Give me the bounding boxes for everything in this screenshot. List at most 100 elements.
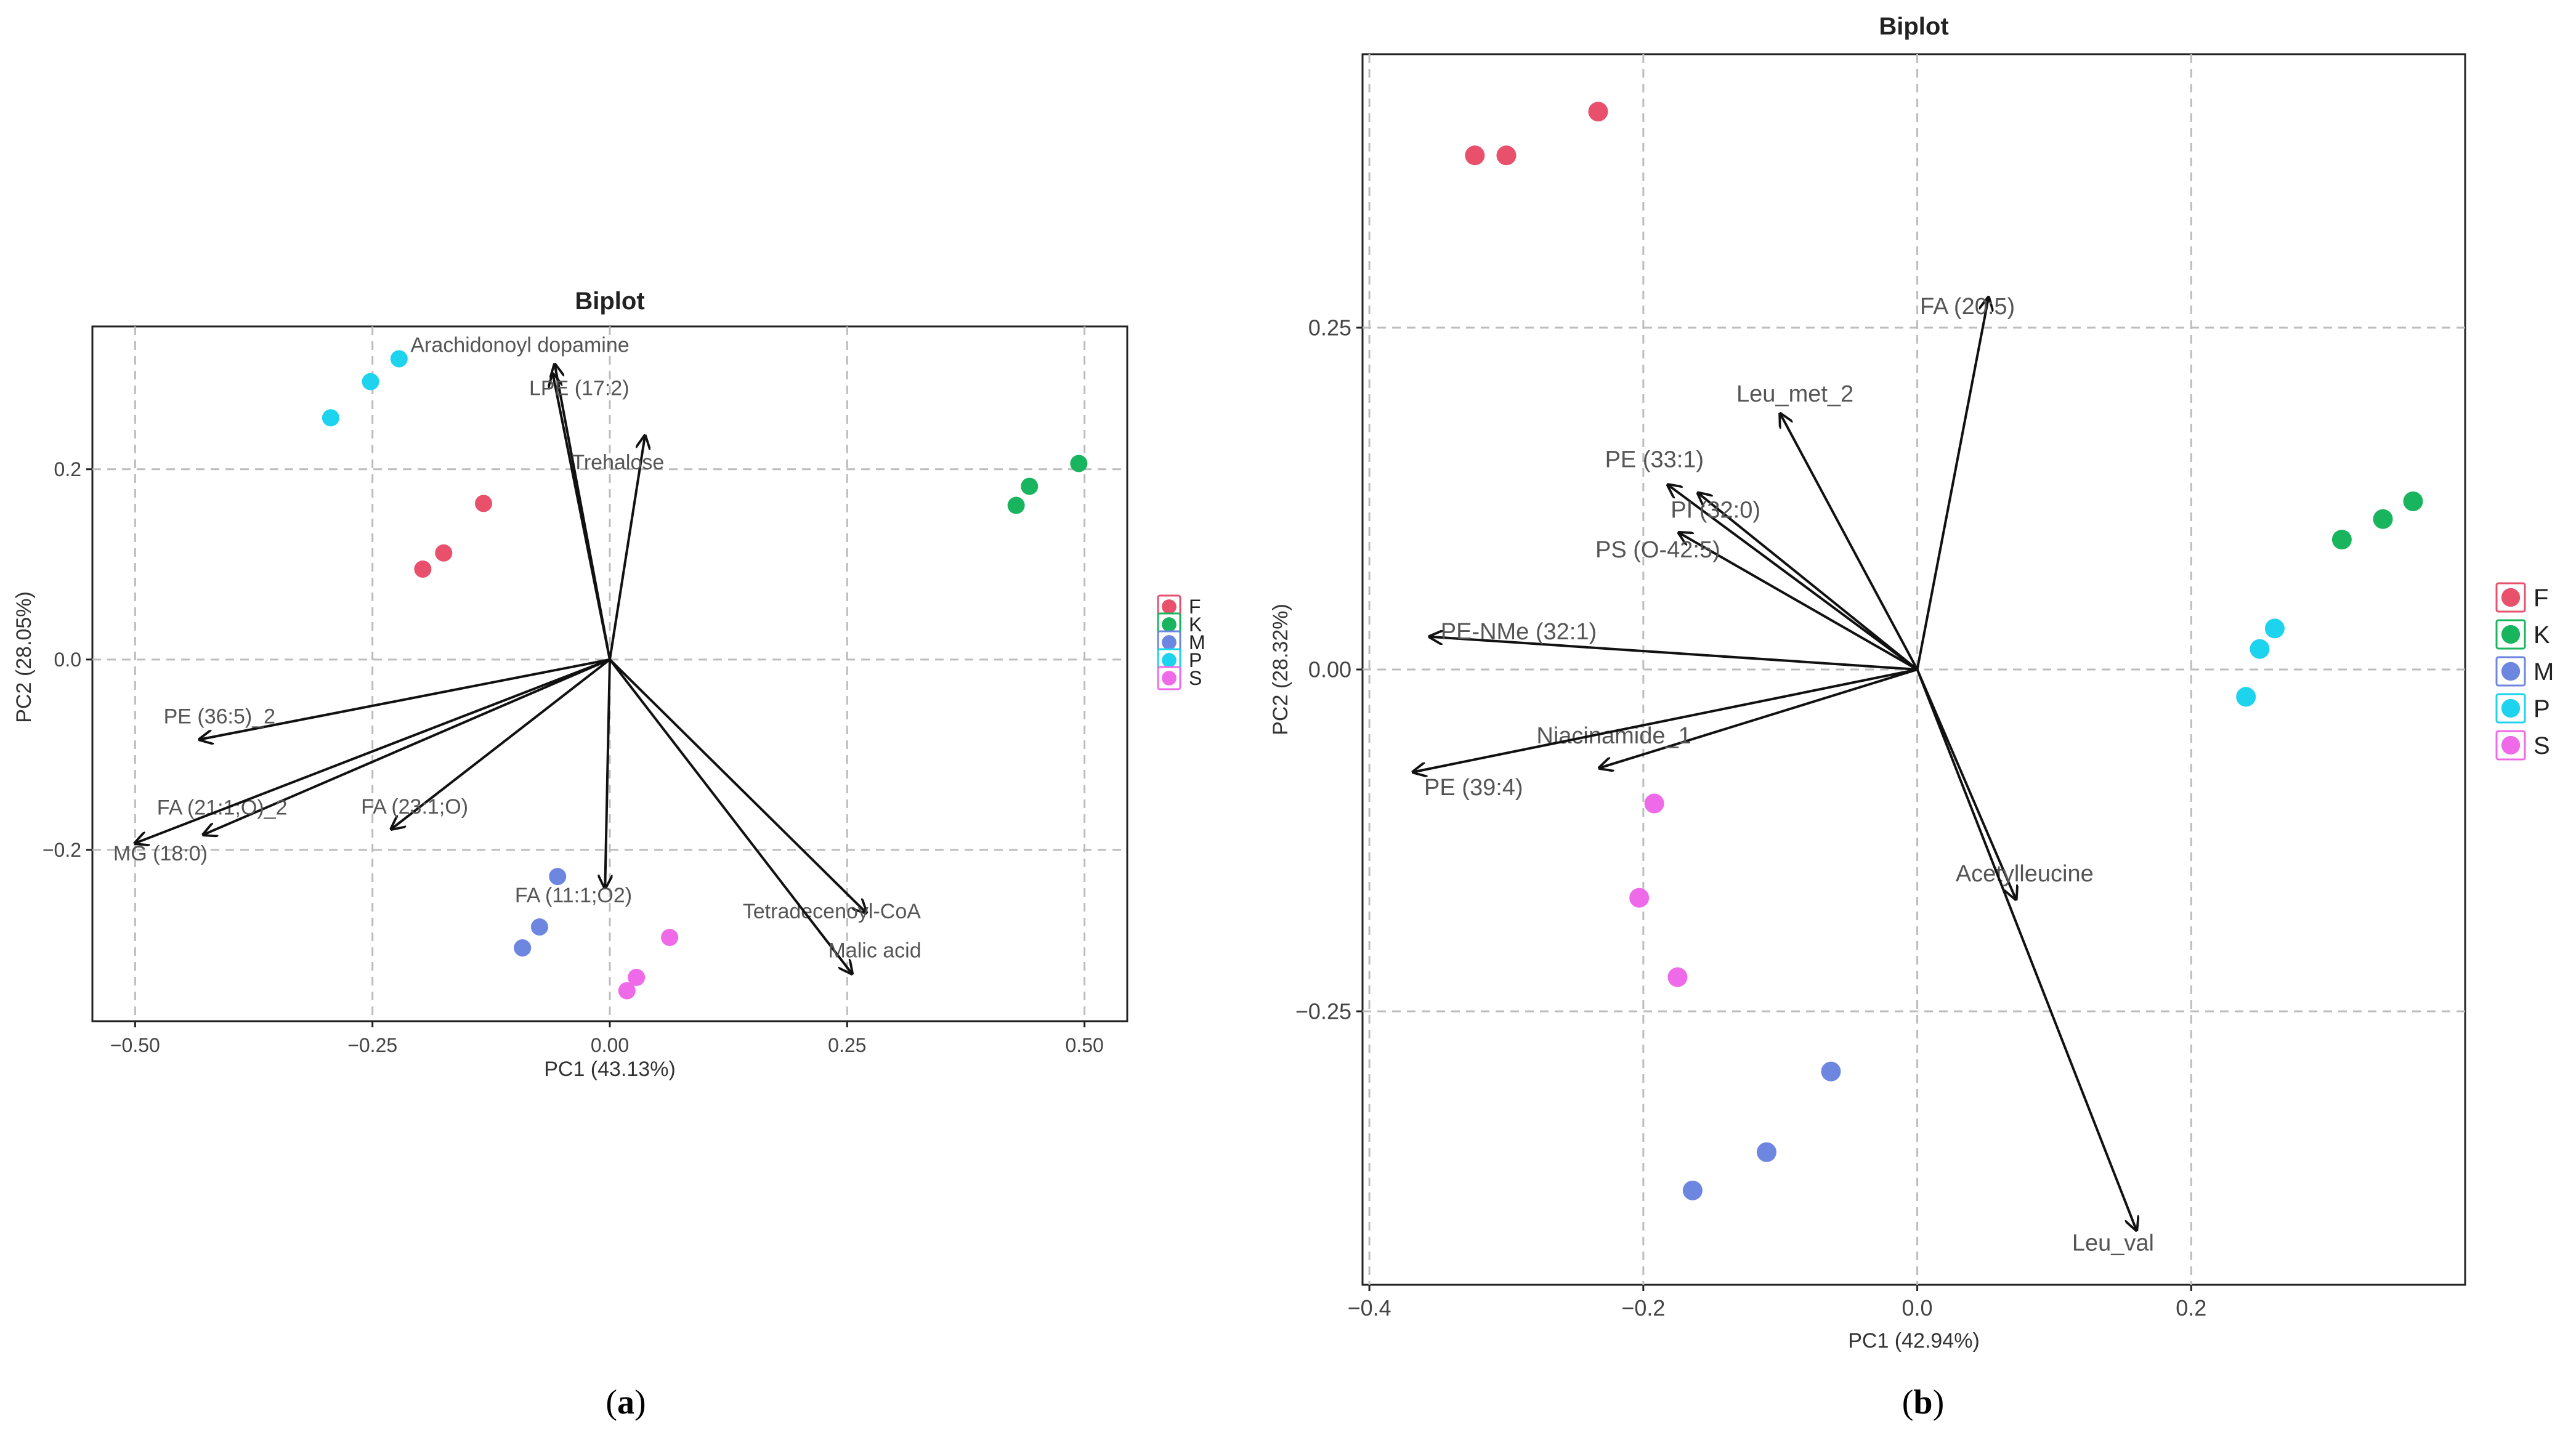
- data-point-P: [2264, 618, 2285, 639]
- data-point-P: [362, 373, 379, 390]
- loading-arrow: [1916, 669, 2016, 899]
- caption-b: (b): [1902, 1383, 1944, 1422]
- legend-label-F: F: [1189, 596, 1201, 618]
- data-point-S: [661, 929, 679, 947]
- loading-label: Leu_val: [2072, 1231, 2154, 1256]
- data-point-S: [618, 982, 636, 1000]
- x-axis-label-a: PC1 (43.13%): [544, 1058, 676, 1081]
- loading-label: FA (11:1;O2): [515, 884, 632, 907]
- x-tick-label: −0.4: [1348, 1295, 1391, 1321]
- legend-swatch-F: [2501, 588, 2521, 607]
- loading-arrow: [605, 659, 610, 888]
- loading-arrow: [609, 658, 852, 974]
- data-point-M: [1682, 1180, 1703, 1200]
- loadings-b: FA (20:5) Leu_met_2 PE (33:1) PI (32:0) PS (…: [1413, 294, 2154, 1256]
- legend-swatch-S: [2501, 735, 2521, 755]
- legend-swatch-K: [2501, 625, 2521, 644]
- legend-label-F: F: [2533, 585, 2548, 612]
- ticks-b: −0.4 −0.2 0.0 0.2 −0.25 0.00 0.25: [1295, 315, 2206, 1321]
- data-point-K: [1021, 477, 1039, 495]
- data-point-F: [1588, 102, 1608, 122]
- data-point-F: [414, 560, 432, 578]
- legend-label-K: K: [2533, 621, 2550, 649]
- loading-arrow: [609, 436, 645, 660]
- loading-label: PE (36:5)_2: [164, 705, 275, 728]
- legend-swatch-S: [1162, 671, 1177, 686]
- y-axis-label-b: PC2 (28.32%): [1269, 604, 1292, 735]
- x-tick-label: −0.50: [110, 1034, 160, 1056]
- x-tick-label: 0.50: [1066, 1034, 1104, 1056]
- data-point-M: [549, 868, 567, 886]
- loading-arrow: [1780, 414, 1919, 670]
- loading-label: PS (O-42:5): [1595, 537, 1720, 563]
- legend-swatch-F: [1162, 599, 1177, 614]
- loading-label: Malic acid: [828, 939, 921, 962]
- loading-label: PI (32:0): [1671, 498, 1760, 524]
- loading-arrow: [1698, 493, 1918, 671]
- biplot-panel-a: Biplot PC1 (43.13%) PC2 (28.05%) −0.50 −0…: [12, 288, 1205, 1422]
- loading-label: Niacinamide_1: [1536, 723, 1691, 749]
- data-point-M: [1821, 1061, 1841, 1082]
- data-point-P: [390, 350, 408, 368]
- loading-arrow: [135, 658, 610, 843]
- loading-arrow: [1916, 669, 2137, 1230]
- loading-label: FA (20:5): [1920, 294, 2015, 320]
- data-point-F: [475, 495, 493, 512]
- legend-label-M: M: [2533, 658, 2554, 686]
- data-point-P: [322, 409, 339, 427]
- data-point-P: [2236, 687, 2256, 707]
- loading-label: Tetradecenoyl-CoA: [743, 900, 921, 923]
- biplot-panel-b: Biplot PC1 (42.94%) PC2 (28.32%) −0.4 −0.…: [1269, 13, 2554, 1422]
- data-point-K: [1007, 496, 1025, 514]
- points-a: [322, 350, 1088, 1000]
- loading-arrow: [203, 658, 610, 835]
- loading-arrow: [1916, 297, 1989, 670]
- x-tick-label: 0.00: [591, 1034, 629, 1056]
- y-tick-label: −0.25: [1295, 999, 1351, 1024]
- legend-swatch-P: [2501, 698, 2521, 718]
- data-point-S: [1629, 888, 1650, 908]
- chart-title-a: Biplot: [575, 288, 644, 315]
- legend-swatch-M: [2501, 661, 2521, 681]
- y-tick-label: 0.00: [1308, 657, 1351, 682]
- loading-label: PE-NMe (32:1): [1441, 619, 1597, 645]
- loading-label: Trehalose: [572, 451, 664, 474]
- loading-arrow: [553, 374, 611, 660]
- loading-arrow: [1668, 485, 1918, 671]
- loading-arrow: [392, 658, 611, 829]
- legend-label-K: K: [1189, 613, 1202, 636]
- loading-arrow: [609, 658, 866, 913]
- loading-label: Acetylleucine: [1956, 861, 2094, 887]
- loading-arrow: [200, 658, 610, 740]
- data-point-M: [514, 939, 532, 957]
- legend-swatch-P: [1162, 653, 1177, 668]
- x-tick-label: −0.25: [347, 1034, 397, 1056]
- y-tick-label: −0.2: [43, 839, 81, 861]
- y-tick-label: 0.2: [54, 458, 81, 480]
- x-tick-label: 0.2: [2176, 1295, 2206, 1321]
- caption-a: (a): [606, 1383, 646, 1422]
- legend-label-S: S: [1189, 667, 1202, 689]
- legend-swatch-K: [1162, 617, 1177, 632]
- loading-label: LPE (17:2): [529, 376, 630, 400]
- x-tick-label: 0.0: [1902, 1295, 1933, 1321]
- legend-label-S: S: [2533, 732, 2550, 759]
- loading-label: PE (39:4): [1424, 775, 1523, 801]
- loading-arrow: [1679, 533, 1918, 671]
- data-point-K: [1070, 455, 1088, 472]
- y-axis-label-a: PC2 (28.05%): [12, 591, 36, 723]
- data-point-K: [2331, 530, 2352, 550]
- data-point-S: [1644, 793, 1664, 814]
- x-axis-label-b: PC1 (42.94%): [1848, 1329, 1980, 1353]
- loading-label: FA (21:1;O)_2: [157, 796, 288, 820]
- legend-label-P: P: [2533, 695, 2550, 722]
- data-point-S: [1667, 967, 1688, 987]
- data-point-M: [530, 918, 548, 936]
- data-point-F: [435, 544, 453, 562]
- loading-arrow: [1413, 668, 1918, 772]
- loading-label: Leu_met_2: [1736, 381, 1853, 407]
- legend-label-P: P: [1189, 649, 1202, 671]
